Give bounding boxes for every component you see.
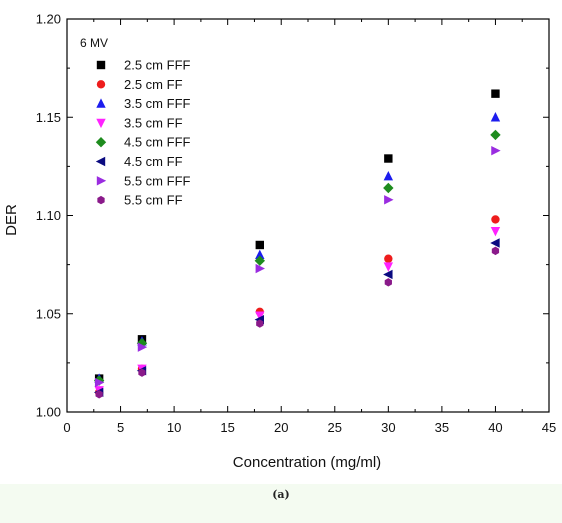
x-tick-label: 45 (542, 420, 556, 435)
y-tick-label: 1.10 (36, 208, 61, 223)
x-axis-label: Concentration (mg/ml) (233, 454, 381, 471)
axes (66, 18, 550, 413)
data-point (383, 262, 394, 272)
figure-caption: (a) (272, 488, 290, 501)
y-tick-label: 1.20 (36, 12, 61, 27)
x-tick-label: 40 (488, 420, 502, 435)
series-7 (94, 145, 501, 388)
series-2 (94, 215, 500, 397)
data-point (255, 249, 265, 259)
x-tick-label: 15 (220, 420, 234, 435)
x-tick-label: 35 (435, 420, 449, 435)
legend-label: 2.5 cm FFF (124, 58, 191, 73)
data-point (383, 269, 393, 280)
tick-labels: 0 5 10 15 20 25 30 35 40 45 1.00 1.05 1.10 1.15 1.20 (36, 12, 557, 436)
series-5 (93, 129, 501, 386)
legend-marker (96, 60, 106, 70)
legend-label: 5.5 cm FF (124, 193, 183, 208)
data-point (490, 112, 501, 122)
y-tick-label: 1.05 (36, 306, 61, 321)
y-tick-label: 1.00 (36, 405, 61, 420)
data-point (138, 368, 146, 377)
legend-marker (95, 156, 106, 167)
legend-label: 3.5 cm FF (124, 115, 183, 130)
legend-label: 2.5 cm FF (124, 77, 183, 92)
data-point (383, 182, 394, 194)
data-point (255, 263, 265, 274)
data-point (490, 227, 501, 237)
legend-marker (97, 195, 105, 205)
x-tick-label: 0 (63, 420, 70, 435)
data-point (137, 342, 148, 352)
data-point (384, 195, 394, 205)
legend-marker (96, 176, 107, 186)
data-point (491, 89, 500, 98)
legend-label: 4.5 cm FFF (124, 135, 191, 150)
legend: 6 MV 2.5 cm FFF 2.5 cm FF 3.5 cm FFF 3.5 cm… (80, 36, 191, 208)
data-point (491, 215, 500, 224)
data-point (95, 390, 103, 399)
scatter-chart: 0 5 10 15 20 25 30 35 40 45 1.00 1.05 1.10 1.15 1.20 6… (3, 12, 557, 472)
x-tick-label: 10 (167, 420, 181, 435)
y-axis-label: DER (3, 204, 20, 236)
data-point (490, 129, 501, 141)
legend-label: 4.5 cm FF (124, 154, 183, 169)
data-point (383, 171, 394, 181)
legend-title: 6 MV (80, 36, 108, 50)
data-points (93, 89, 501, 399)
y-tick-label: 1.15 (36, 110, 61, 125)
data-point (254, 255, 265, 266)
legend-marker (96, 80, 106, 89)
x-tick-label: 25 (328, 420, 342, 435)
data-point (490, 238, 500, 248)
series-6 (93, 238, 500, 398)
series-4 (94, 227, 501, 396)
legend-marker (96, 98, 106, 108)
data-point (94, 377, 105, 388)
legend-label: 5.5 cm FFF (124, 173, 191, 188)
x-tick-label: 20 (274, 420, 288, 435)
series-3 (94, 112, 501, 383)
data-point (384, 254, 393, 263)
series-1 (94, 89, 500, 383)
data-point (256, 319, 264, 328)
caption-band (0, 484, 562, 523)
data-point (255, 240, 264, 250)
data-point (255, 311, 265, 321)
data-point (491, 246, 500, 256)
x-tick-label: 30 (381, 420, 395, 435)
data-point (491, 145, 501, 156)
data-point (384, 154, 393, 163)
legend-marker (96, 118, 106, 129)
series-8 (95, 246, 500, 399)
legend-marker (95, 137, 107, 148)
x-tick-label: 5 (117, 420, 124, 435)
legend-label: 3.5 cm FFF (124, 96, 191, 111)
data-point (384, 278, 392, 287)
